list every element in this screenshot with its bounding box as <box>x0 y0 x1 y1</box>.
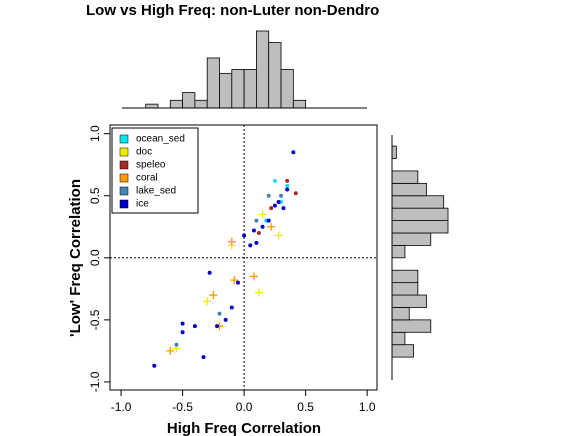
x-axis-label: High Freq Correlation <box>167 420 321 436</box>
histogram-bar <box>256 30 270 109</box>
histogram-bar <box>391 207 449 221</box>
x-tick-label: 0.5 <box>297 400 314 414</box>
histogram-bar <box>391 331 406 346</box>
legend-label: coral <box>136 173 158 184</box>
point <box>293 191 298 196</box>
histogram-bar <box>391 170 419 184</box>
histogram-bar <box>391 307 410 321</box>
point <box>251 228 256 233</box>
legend-label: ocean_sed <box>136 134 185 145</box>
point <box>266 193 271 198</box>
legend-label: doc <box>136 147 152 158</box>
histogram-bar <box>169 99 183 109</box>
point <box>180 321 185 326</box>
point <box>229 305 234 310</box>
y-axis-label: 'Low' Freq Correlation <box>67 179 84 337</box>
y-tick-label: 0.0 <box>88 249 102 266</box>
y-tick-label: -1.0 <box>88 371 102 392</box>
point <box>180 330 185 335</box>
histogram-bar <box>391 220 449 234</box>
point <box>201 355 206 360</box>
legend-swatch <box>119 199 129 209</box>
point <box>215 324 220 329</box>
legend-label: speleo <box>136 160 166 171</box>
point <box>285 178 290 183</box>
histogram-bar <box>391 195 445 209</box>
x-tick-label: -1.0 <box>111 400 132 414</box>
point <box>254 240 259 245</box>
legend-swatch <box>119 186 129 196</box>
histogram-bar <box>391 244 406 259</box>
histogram-bar <box>391 294 427 308</box>
point <box>166 346 175 355</box>
histogram-bar <box>391 182 427 197</box>
point <box>230 276 239 285</box>
histogram-bar <box>219 72 233 109</box>
histogram-bar <box>391 344 414 358</box>
point <box>267 222 276 231</box>
histogram-bar <box>292 99 307 109</box>
x-tick-label: 1.0 <box>359 400 376 414</box>
y-tick-label: 0.5 <box>88 187 102 204</box>
legend-swatch <box>119 160 129 170</box>
histogram-bar <box>391 232 432 246</box>
point <box>260 224 265 229</box>
x-tick-label: -0.5 <box>172 400 193 414</box>
point <box>223 317 228 322</box>
point <box>254 218 259 223</box>
legend-swatch <box>119 134 129 144</box>
histogram-bar <box>391 282 419 296</box>
point <box>209 291 218 300</box>
histogram-bar <box>391 145 397 159</box>
point <box>272 203 277 208</box>
point <box>152 363 157 368</box>
histogram-bar <box>194 99 208 109</box>
point <box>274 231 283 240</box>
histogram-bar <box>280 69 294 109</box>
histogram-bar <box>391 319 432 333</box>
histogram-bar <box>206 57 220 109</box>
histogram-bar <box>182 92 196 109</box>
histogram-bar <box>231 69 245 109</box>
point <box>235 280 240 285</box>
point <box>285 183 290 188</box>
point <box>254 288 263 297</box>
point <box>269 206 274 211</box>
point <box>174 342 179 347</box>
x-tick-label: 0.0 <box>236 400 253 414</box>
point <box>242 233 247 238</box>
point <box>207 270 212 275</box>
point <box>272 178 277 183</box>
point <box>203 297 212 306</box>
point <box>276 199 281 204</box>
point <box>279 193 284 198</box>
legend-label: ice <box>136 199 149 210</box>
point <box>266 218 271 223</box>
point <box>248 243 253 248</box>
y-tick-label: 1.0 <box>88 125 102 142</box>
legend-label: lake_sed <box>136 186 176 197</box>
histogram-bar <box>268 42 282 109</box>
point <box>227 237 236 246</box>
legend-swatch <box>119 147 129 157</box>
point <box>291 150 296 155</box>
point <box>192 324 197 329</box>
point <box>285 187 290 192</box>
legend-swatch <box>119 173 129 183</box>
histogram-bar <box>145 103 159 109</box>
histogram-bar <box>391 269 419 284</box>
point <box>217 311 222 316</box>
point <box>256 230 261 235</box>
y-tick-label: -0.5 <box>88 309 102 330</box>
point <box>249 272 258 281</box>
point <box>258 210 267 219</box>
histogram-bar <box>243 69 257 109</box>
point <box>281 206 286 211</box>
chart-title: Low vs High Freq: non-Luter non-Dendro <box>86 2 379 19</box>
